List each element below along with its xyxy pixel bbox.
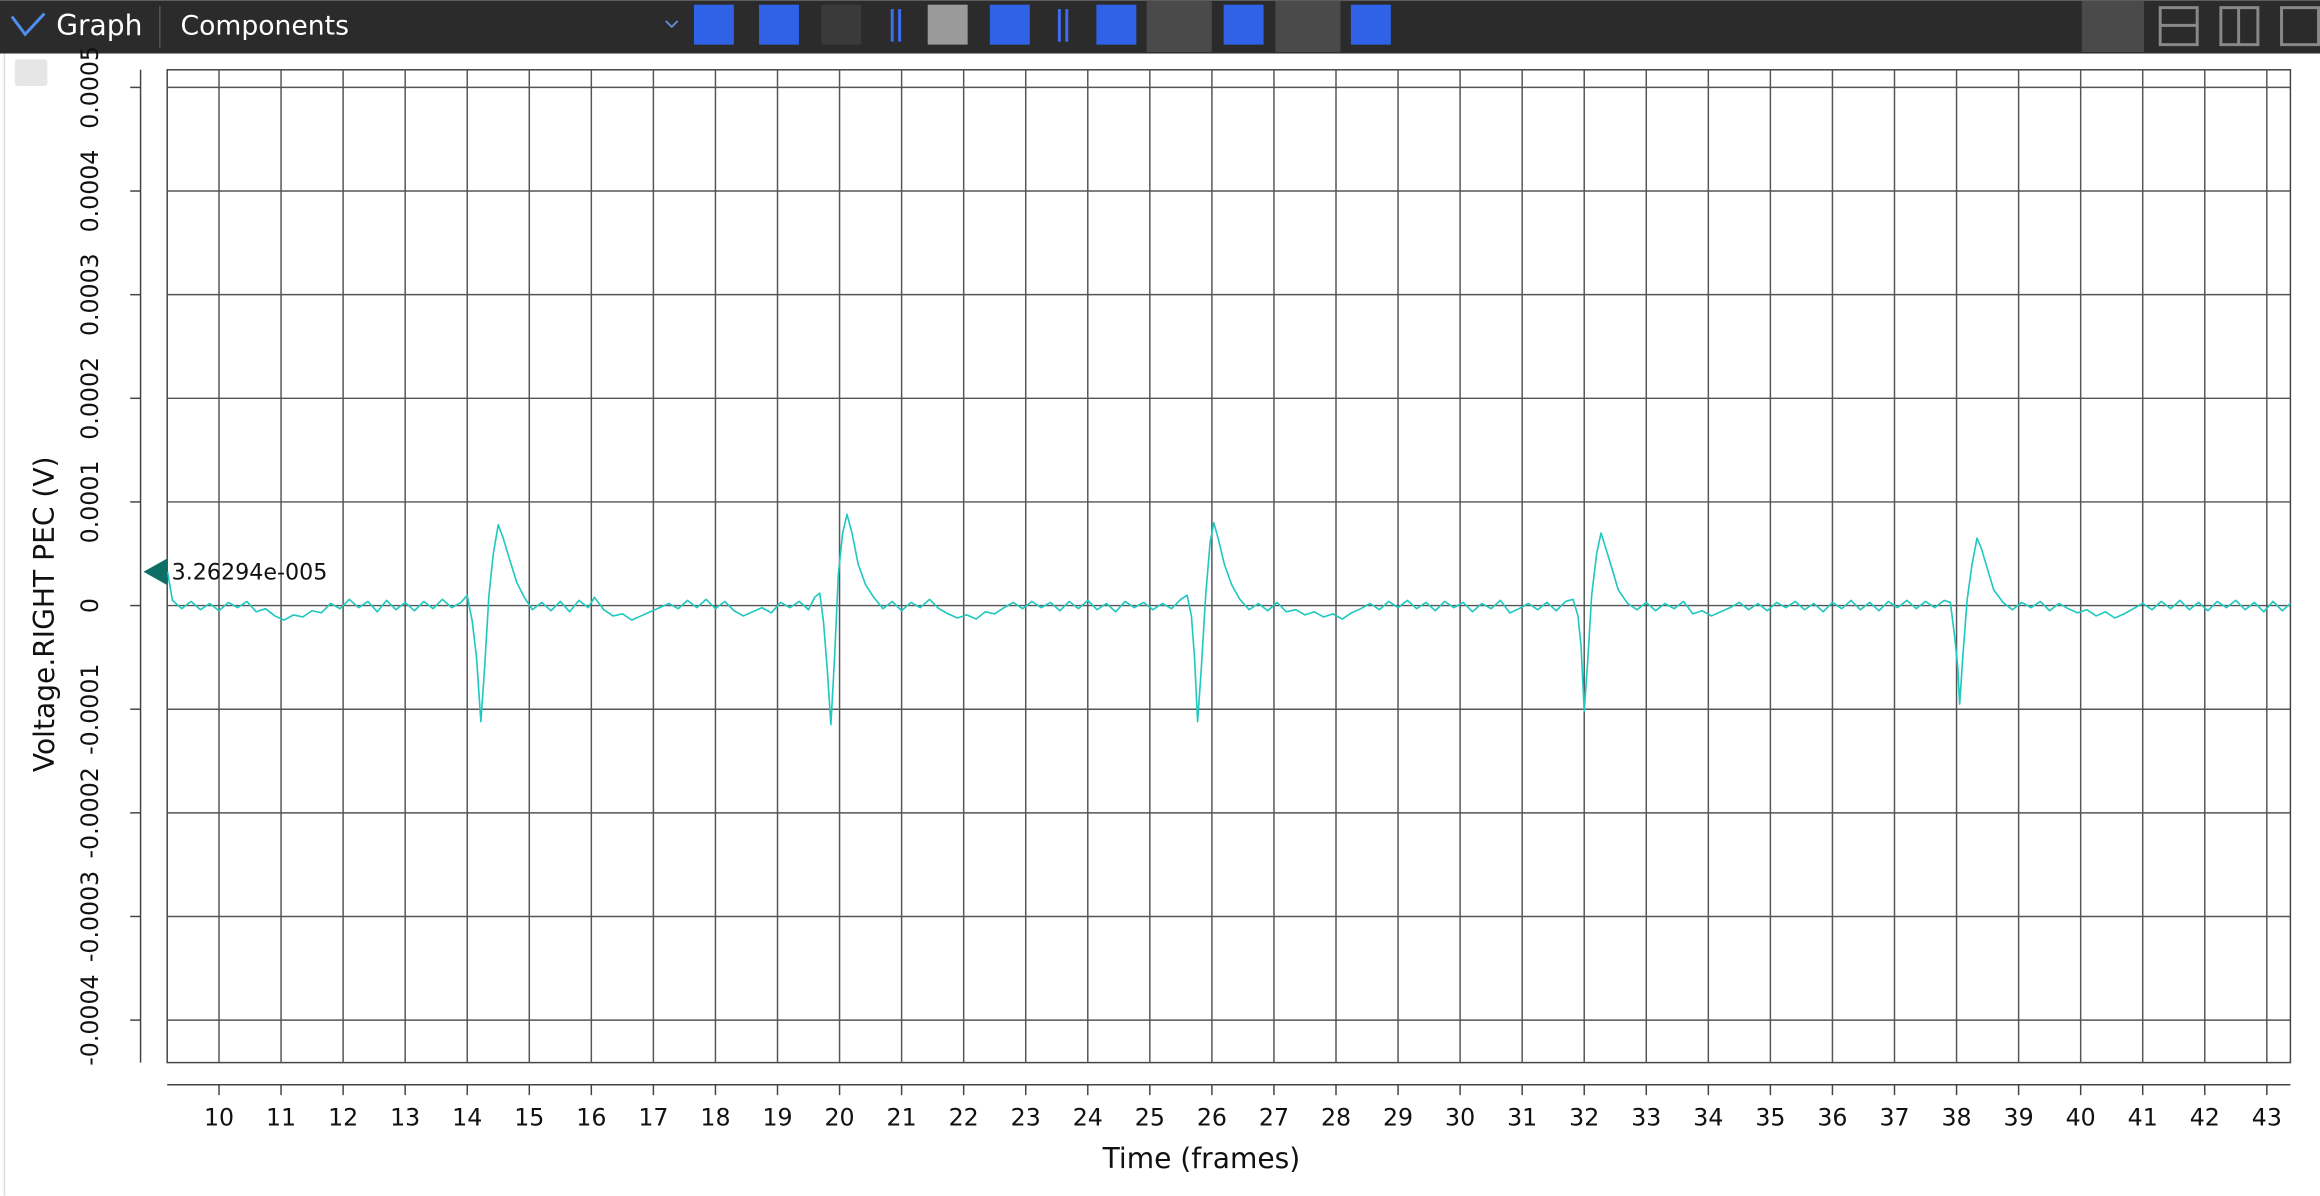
x-tick-label: 28 — [1321, 1103, 1351, 1131]
toolbar-icons — [693, 0, 2320, 53]
x-tick-label: 11 — [266, 1103, 296, 1131]
signal-line — [166, 513, 2291, 726]
y-tick-label: -0.0003 — [76, 871, 104, 962]
x-tick-label: 33 — [1631, 1103, 1661, 1131]
add-alert-button[interactable] — [989, 4, 1030, 45]
x-tick-label: 10 — [204, 1103, 234, 1131]
lock-y-button[interactable] — [1275, 0, 1341, 53]
x-tick-label: 39 — [2004, 1103, 2034, 1131]
signal-button[interactable] — [1096, 4, 1137, 45]
x-tick-label: 21 — [887, 1103, 917, 1131]
x-tick-label: 14 — [452, 1103, 482, 1131]
lock-icon[interactable] — [14, 59, 48, 87]
x-tick-label: 26 — [1197, 1103, 1227, 1131]
x-tick-label: 32 — [1569, 1103, 1599, 1131]
lock-x-button[interactable] — [1146, 0, 1212, 53]
y-tick-label: 0.0003 — [76, 253, 104, 336]
cursor-label: 3.26294e-005 — [172, 560, 328, 586]
xyz-button[interactable] — [759, 4, 799, 45]
x-tick-label: 15 — [514, 1103, 544, 1131]
y-axis-title: Voltage.RIGHT PEC (V) — [28, 456, 61, 772]
x-tick-label: 36 — [1817, 1103, 1847, 1131]
x-tick-label: 38 — [1941, 1103, 1971, 1131]
collapse-chevron[interactable] — [10, 12, 46, 37]
graph-title: Graph — [56, 9, 142, 42]
x-tick-label: 43 — [2252, 1103, 2282, 1131]
x-tick-label: 22 — [949, 1103, 979, 1131]
signal-button[interactable] — [1350, 4, 1391, 45]
cursor-marker — [143, 558, 168, 586]
signal-button[interactable] — [1223, 4, 1264, 45]
y-tick-label: -0.0004 — [76, 974, 104, 1065]
x-tick-label: 29 — [1383, 1103, 1413, 1131]
x-tick-label: 24 — [1073, 1103, 1103, 1131]
x-tick-label: 12 — [328, 1103, 358, 1131]
components-tab[interactable]: Components — [181, 10, 349, 41]
y-tick-label: -0.0001 — [76, 664, 104, 755]
y-tick-label: 0.0005 — [76, 46, 104, 129]
x-tick-label: 27 — [1259, 1103, 1289, 1131]
x-tick-label: 23 — [1011, 1103, 1041, 1131]
y-tick-label: 0 — [76, 598, 104, 613]
axis-button[interactable] — [821, 4, 862, 45]
lock-button[interactable] — [2081, 0, 2144, 53]
y-tick-label: 0.0002 — [76, 357, 104, 440]
x-tick-label: 17 — [638, 1103, 668, 1131]
legend-button[interactable] — [927, 4, 968, 45]
dropdown-arrow[interactable] — [665, 20, 679, 29]
x-tick-label: 31 — [1507, 1103, 1537, 1131]
x-tick-label: 25 — [1135, 1103, 1165, 1131]
function-button[interactable] — [693, 4, 734, 45]
x-tick-label: 35 — [1755, 1103, 1785, 1131]
x-tick-label: 19 — [762, 1103, 792, 1131]
x-tick-label: 41 — [2128, 1103, 2158, 1131]
x-tick-label: 18 — [700, 1103, 730, 1131]
x-tick-label: 20 — [825, 1103, 855, 1131]
x-tick-label: 30 — [1445, 1103, 1475, 1131]
x-tick-label: 37 — [1879, 1103, 1909, 1131]
close-button[interactable] — [2280, 6, 2320, 47]
x-axis-title: Time (frames) — [1102, 1142, 1301, 1175]
x-tick-label: 40 — [2066, 1103, 2096, 1131]
x-tick-label: 34 — [1693, 1103, 1723, 1131]
x-tick-label: 42 — [2190, 1103, 2220, 1131]
y-tick-label: 0.0001 — [76, 461, 104, 544]
y-tick-label: -0.0002 — [76, 767, 104, 858]
y-tick-label: 0.0004 — [76, 150, 104, 233]
x-tick-label: 13 — [390, 1103, 420, 1131]
x-tick-label: 16 — [576, 1103, 606, 1131]
